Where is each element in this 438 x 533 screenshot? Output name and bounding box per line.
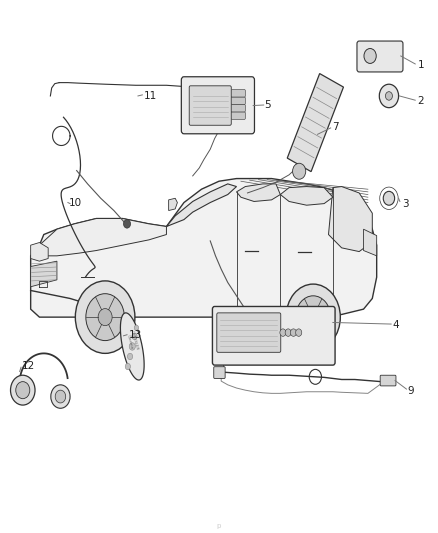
Circle shape: [293, 163, 306, 179]
Circle shape: [86, 294, 124, 341]
Polygon shape: [287, 74, 343, 172]
Polygon shape: [31, 243, 48, 261]
Text: 5: 5: [265, 100, 271, 110]
Polygon shape: [31, 261, 57, 287]
Circle shape: [75, 281, 135, 353]
Circle shape: [280, 329, 286, 336]
FancyBboxPatch shape: [357, 41, 403, 72]
Circle shape: [132, 333, 137, 340]
Circle shape: [296, 296, 331, 338]
FancyBboxPatch shape: [214, 367, 225, 378]
Circle shape: [296, 329, 302, 336]
Circle shape: [286, 284, 340, 350]
Circle shape: [379, 84, 399, 108]
Text: CHRYSLER
Cinema: CHRYSLER Cinema: [126, 330, 139, 352]
Circle shape: [134, 325, 138, 330]
Circle shape: [55, 390, 66, 403]
Circle shape: [98, 309, 112, 326]
Polygon shape: [237, 184, 280, 201]
Text: 4: 4: [392, 320, 399, 330]
FancyBboxPatch shape: [231, 112, 245, 119]
FancyBboxPatch shape: [380, 375, 396, 386]
Text: 1: 1: [417, 60, 424, 70]
Circle shape: [364, 49, 376, 63]
Circle shape: [129, 343, 135, 350]
Text: 2: 2: [417, 96, 424, 106]
Text: 11: 11: [144, 91, 157, 101]
Circle shape: [125, 364, 131, 370]
Polygon shape: [39, 219, 166, 256]
Circle shape: [290, 329, 297, 336]
Circle shape: [385, 92, 392, 100]
Polygon shape: [120, 313, 144, 380]
Text: 10: 10: [69, 198, 82, 207]
Circle shape: [11, 375, 35, 405]
Text: 7: 7: [332, 122, 339, 132]
FancyBboxPatch shape: [217, 313, 281, 352]
FancyBboxPatch shape: [231, 104, 245, 112]
Circle shape: [207, 86, 215, 97]
Text: 9: 9: [407, 386, 414, 395]
Text: 13: 13: [128, 330, 141, 340]
FancyBboxPatch shape: [231, 90, 245, 97]
Polygon shape: [364, 229, 377, 256]
Polygon shape: [35, 266, 48, 273]
Circle shape: [127, 353, 133, 360]
Circle shape: [124, 220, 131, 228]
Polygon shape: [328, 187, 372, 252]
Text: 3: 3: [402, 199, 409, 208]
Polygon shape: [31, 179, 377, 317]
FancyBboxPatch shape: [231, 97, 245, 104]
Circle shape: [51, 385, 70, 408]
FancyBboxPatch shape: [212, 306, 335, 365]
Polygon shape: [169, 198, 177, 211]
Text: 12: 12: [22, 361, 35, 371]
Circle shape: [285, 329, 291, 336]
FancyBboxPatch shape: [189, 86, 231, 125]
Circle shape: [16, 382, 30, 399]
Circle shape: [307, 310, 319, 325]
Polygon shape: [280, 187, 333, 205]
Circle shape: [383, 191, 395, 205]
FancyBboxPatch shape: [181, 77, 254, 134]
Text: p: p: [217, 523, 221, 529]
Polygon shape: [166, 184, 237, 227]
